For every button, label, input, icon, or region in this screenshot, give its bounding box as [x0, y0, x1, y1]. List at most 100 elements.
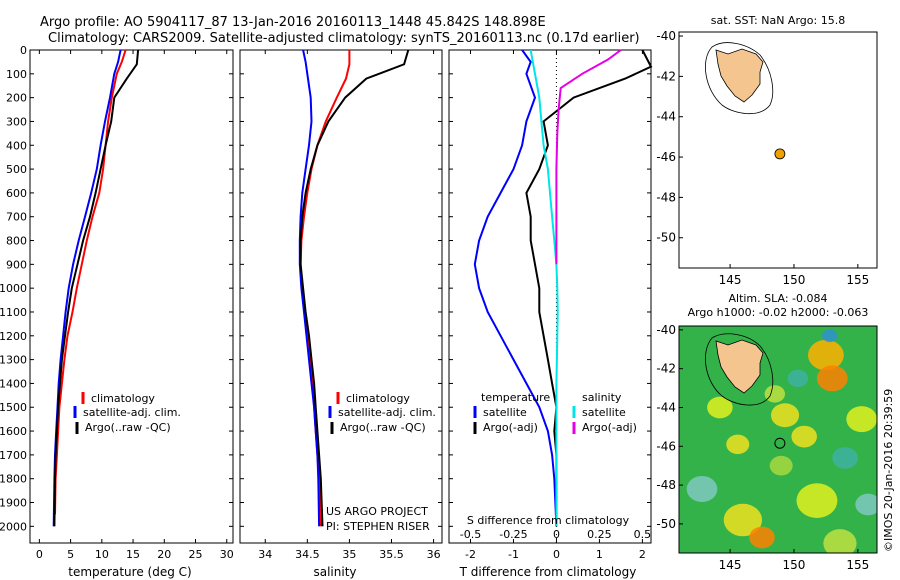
map-y-tick-label: -50 [656, 517, 676, 531]
map-x-tick-label: 145 [719, 558, 742, 572]
y-tick-label: 0 [20, 44, 27, 57]
legend-satellite: satellite-adj. clim. [83, 406, 181, 419]
legend-climatology: climatology [346, 392, 410, 405]
y-tick-label: 400 [6, 139, 27, 152]
salinity-xlabel: salinity [313, 565, 356, 579]
s-difference-label: S difference from climatology [467, 514, 630, 527]
y-tick-label: 600 [6, 187, 27, 200]
s-tick-label: 0.25 [587, 528, 612, 541]
y-tick-label: 900 [6, 258, 27, 271]
map-y-tick-label: -46 [656, 439, 676, 453]
salinity-legend: climatology satellite-adj. clim. Argo(..… [328, 392, 436, 434]
map-x-tick-label: 155 [846, 273, 869, 287]
difference-profiles [473, 49, 653, 527]
y-tick-label: 800 [6, 235, 27, 248]
map-x-tick-label: 155 [846, 558, 869, 572]
map-y-tick-label: -40 [656, 323, 676, 337]
difference-top-axis: -0.5-0.2500.250.5 [460, 528, 651, 541]
map-y-tick-label: -50 [656, 231, 676, 245]
sla-anomaly-blob [822, 329, 838, 343]
sla-map-subtitle: Argo h1000: -0.02 h2000: -0.063 [688, 306, 869, 319]
y-tick-label: 1300 [0, 354, 27, 367]
x-tick-label: 10 [95, 548, 109, 561]
legend-s-argo: Argo(-adj) [582, 421, 637, 434]
x-tick-label: 0 [553, 548, 560, 561]
legend-temperature-title: temperature [481, 391, 550, 404]
sla-anomaly-blob [787, 369, 809, 388]
header-line1: Argo profile: AO 5904117_87 13-Jan-2016 … [40, 15, 546, 30]
sla-anomaly-blob [823, 529, 857, 553]
map-y-tick-label: -48 [656, 478, 676, 492]
x-tick-label: 34.5 [295, 548, 320, 561]
x-tick-label: 34 [258, 548, 272, 561]
sla-anomaly-blob [808, 339, 844, 371]
credit-pi: PI: STEPHEN RISER [326, 520, 430, 533]
series-line-climatology [54, 49, 127, 515]
y-tick-label: 500 [6, 163, 27, 176]
sla-anomaly-blob [726, 434, 750, 455]
map-x-tick-label: 150 [783, 558, 806, 572]
salinity-panel: 34 34.5 35 35.5 36 salinity climatology sate… [239, 49, 443, 579]
legend-salinity-title: salinity [582, 391, 622, 404]
map-y-tick-label: -48 [656, 190, 676, 204]
map-y-tick-label: -44 [656, 400, 676, 414]
sla-anomaly-blob [846, 406, 877, 433]
sla-anomaly-blob [796, 483, 838, 518]
x-tick-label: 25 [189, 548, 203, 561]
y-tick-label: 300 [6, 115, 27, 128]
x-tick-label: -2 [465, 548, 476, 561]
x-tick-label: 36 [427, 548, 441, 561]
sla-anomalies [686, 329, 877, 553]
sla-bathymetry-contour [705, 333, 774, 406]
x-tick-label: -1 [508, 548, 519, 561]
header-line2: Climatology: CARS2009. Satellite-adjuste… [48, 31, 640, 46]
y-tick-label: 1000 [0, 282, 27, 295]
sla-map-frame [678, 325, 878, 554]
salinity-x-axis: 34 34.5 35 35.5 36 [258, 50, 441, 561]
map-y-tick-label: -42 [656, 69, 676, 83]
y-tick-label: 1100 [0, 306, 27, 319]
y-tick-label: 1200 [0, 330, 27, 343]
difference-y-ticks [449, 49, 651, 527]
salinity-profiles [298, 49, 410, 527]
legend-s-satellite: satellite [582, 406, 626, 419]
legend-t-satellite: satellite [483, 406, 527, 419]
map-x-tick-label: 145 [719, 273, 742, 287]
credit-project: US ARGO PROJECT [326, 505, 428, 518]
sst-tasmania-land [715, 48, 764, 103]
temperature-panel: 0100200300400500600700800900100011001200… [0, 44, 234, 579]
x-tick-label: 1 [596, 548, 603, 561]
sla-anomaly-blob [723, 503, 763, 537]
y-tick-label: 1900 [0, 497, 27, 510]
temperature-legend: climatology satellite-adj. clim. Argo(..… [73, 392, 181, 434]
s-tick-label: 0.5 [634, 528, 652, 541]
sla-anomaly-blob [764, 385, 786, 403]
y-tick-label: 200 [6, 92, 27, 105]
x-tick-label: 15 [126, 548, 140, 561]
depth-axis: 0 100 200 300 400 500 600 700 800 900 1000 1100 1200… [0, 44, 233, 533]
series-line-satellite [473, 49, 558, 527]
sst-map-title: sat. SST: NaN Argo: 15.8 [711, 14, 845, 27]
y-tick-label: 1600 [0, 425, 27, 438]
sla-anomaly-blob [749, 526, 775, 549]
x-tick-label: 5 [67, 548, 74, 561]
y-tick-label: 700 [6, 211, 27, 224]
difference-x-axis: -2 -1 0 1 2 [465, 50, 646, 561]
y-tick-label: 1500 [0, 401, 27, 414]
sla-anomaly-blob [707, 396, 733, 419]
sla-map-title: Altim. SLA: -0.084 [728, 292, 827, 305]
legend-t-argo: Argo(-adj) [483, 421, 538, 434]
sla-field [679, 326, 877, 553]
t-difference-xlabel: T difference from climatology [459, 565, 637, 579]
series-line-argo-raw-qc [53, 49, 140, 527]
sla-anomaly-blob [832, 447, 858, 469]
y-tick-label: 1400 [0, 377, 27, 390]
map-x-tick-label: 150 [783, 273, 806, 287]
x-tick-label: 35.5 [379, 548, 404, 561]
sst-map-ticks: 145 150 155 -40 -42 -44 -46 -48 -50 [656, 29, 869, 287]
argo-float-marker [774, 148, 786, 160]
x-tick-label: 35 [342, 548, 356, 561]
legend-satellite: satellite-adj. clim. [338, 406, 436, 419]
difference-legend: temperature salinity satellite Argo(-adj… [473, 391, 637, 434]
